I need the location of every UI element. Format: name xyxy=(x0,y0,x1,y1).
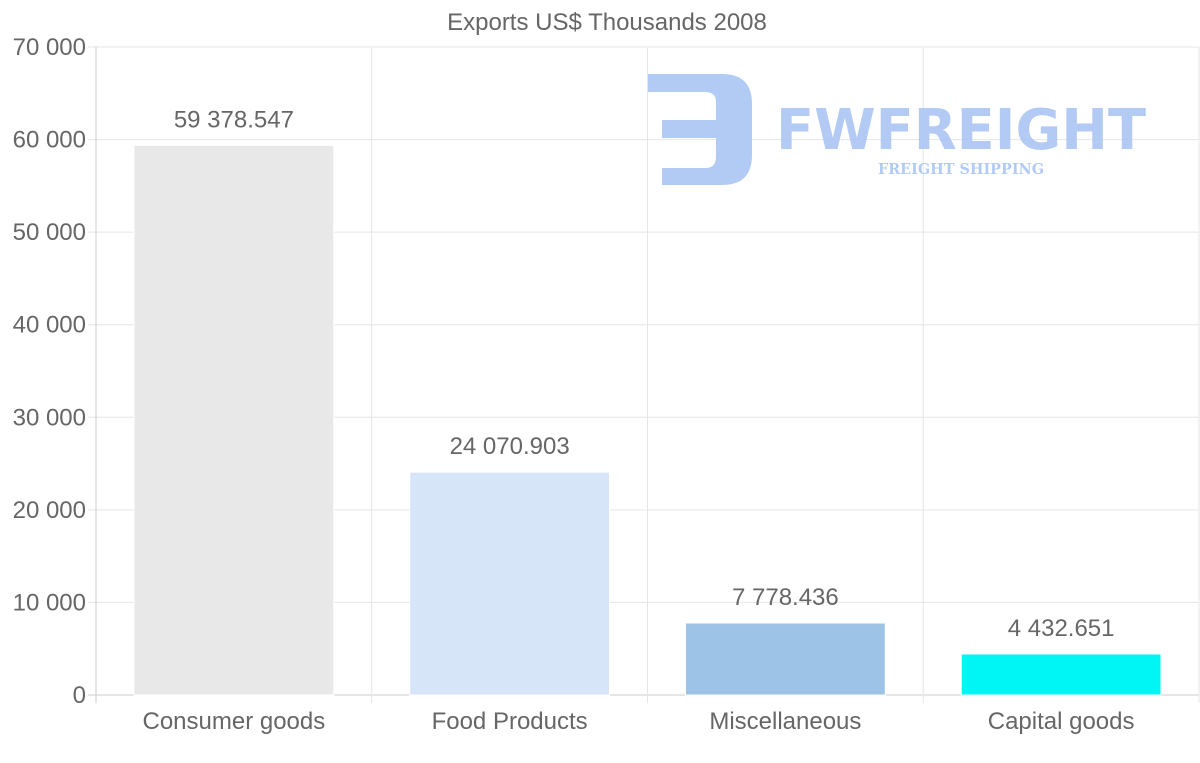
watermark-tagline: FREIGHT SHIPPING xyxy=(878,160,1044,178)
y-tick-label: 50 000 xyxy=(13,219,86,246)
watermark-emblem-icon xyxy=(648,74,752,185)
y-tick-label: 30 000 xyxy=(13,404,86,431)
bar-value-label: 24 070.903 xyxy=(450,433,570,460)
y-tick-label: 20 000 xyxy=(13,497,86,524)
y-tick-label: 40 000 xyxy=(13,312,86,339)
bar-value-label: 7 778.436 xyxy=(732,584,839,611)
bar[interactable] xyxy=(409,471,610,696)
bars xyxy=(133,144,1162,696)
bar[interactable] xyxy=(133,144,335,696)
y-tick-label: 70 000 xyxy=(13,34,86,61)
x-category-label: Capital goods xyxy=(988,708,1135,735)
data-labels: 59 378.547 24 070.903 7 778.436 4 432.651 xyxy=(174,106,1115,642)
y-tick-label: 0 xyxy=(73,682,86,709)
bar[interactable] xyxy=(685,622,886,696)
axes: 0 10 000 20 000 30 000 40 000 50 000 60 000 70 … xyxy=(13,34,1135,735)
bar[interactable] xyxy=(960,653,1162,696)
x-category-label: Food Products xyxy=(432,708,588,735)
bar-value-label: 4 432.651 xyxy=(1008,615,1115,642)
y-tick-label: 10 000 xyxy=(13,589,86,616)
bar-value-label: 59 378.547 xyxy=(174,106,294,133)
watermark-logo: FWFREIGHT FREIGHT SHIPPING xyxy=(648,74,1146,185)
chart-title: Exports US$ Thousands 2008 xyxy=(447,9,767,36)
watermark-brand: FWFREIGHT xyxy=(776,98,1146,163)
x-category-label: Miscellaneous xyxy=(709,708,861,735)
y-tick-label: 60 000 xyxy=(13,127,86,154)
x-category-label: Consumer goods xyxy=(142,708,325,735)
